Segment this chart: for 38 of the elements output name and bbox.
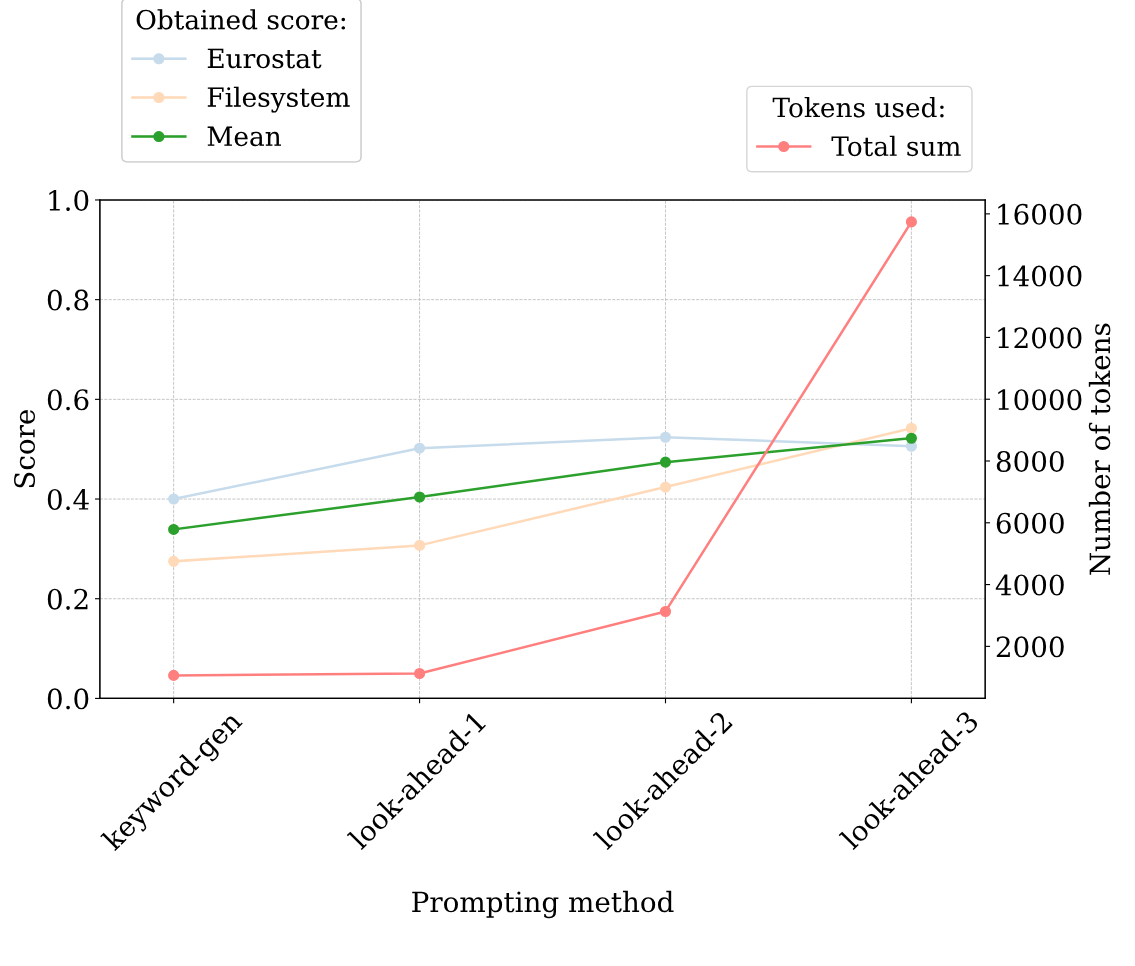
- point: [905, 422, 917, 434]
- x-axis-title: Prompting method: [412, 890, 674, 919]
- y-tick-label: 0.4: [47, 488, 89, 510]
- y-tick-label: 1.0: [49, 189, 89, 211]
- point: [659, 605, 672, 618]
- point: [414, 442, 426, 454]
- text: Tokens used:: [772, 96, 944, 118]
- legend-label: Mean: [207, 126, 281, 147]
- point: [659, 431, 672, 443]
- y-tick-label: 0.2: [47, 588, 88, 610]
- y2-tick-label: 14000: [998, 265, 1082, 287]
- y-axis-title: Score: [14, 410, 36, 488]
- y2-tick-label: 12000: [998, 327, 1082, 349]
- y2-tick-label: 4000: [995, 574, 1064, 596]
- point: [168, 555, 180, 567]
- y2-tick-label: 6000: [996, 512, 1064, 534]
- point: [168, 493, 180, 505]
- point: [905, 216, 917, 228]
- text: Obtained score:: [136, 9, 345, 30]
- y-tick-label: 0.8: [47, 289, 89, 311]
- y2-tick-label: 2000: [996, 636, 1064, 658]
- point: [414, 491, 426, 503]
- y-tick-label: 0.6: [47, 389, 89, 411]
- y2-tick-label: 8000: [996, 450, 1064, 472]
- point: [414, 667, 426, 680]
- y2-tick-label: 16000: [998, 203, 1082, 225]
- point: [168, 523, 180, 535]
- point: [659, 481, 672, 493]
- point: [168, 669, 180, 681]
- point: [905, 432, 917, 444]
- y2-tick-label: 10000: [998, 389, 1082, 411]
- legend-label: Total sum: [831, 135, 961, 157]
- y-tick-label: 0.0: [47, 688, 89, 710]
- legend-label: Filesystem: [207, 86, 350, 113]
- point: [659, 456, 672, 468]
- legend-label: Eurostat: [207, 48, 322, 69]
- point: [414, 539, 426, 551]
- y2-axis-title: Number of tokens: [1088, 323, 1111, 575]
